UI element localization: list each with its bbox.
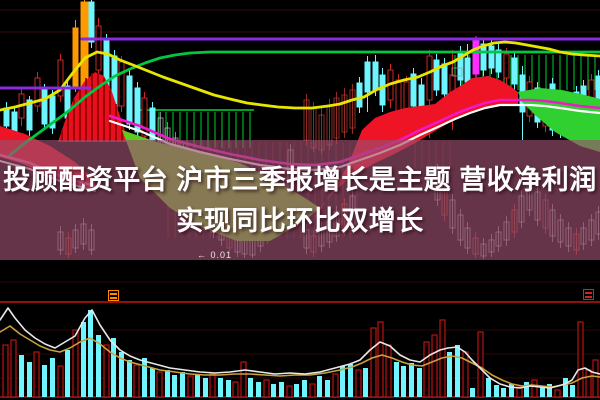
orange-stamp-icon	[108, 290, 119, 301]
headline-overlay-band: 投顾配资平台 沪市三季报增长是主题 营收净利润 实现同比环比双增长	[0, 140, 600, 260]
headline-line-2: 实现同比环比双增长	[176, 205, 424, 236]
low-price-label: ← 0.01	[197, 250, 233, 260]
headline-line-1: 投顾配资平台 沪市三季报增长是主题 营收净利润	[3, 164, 597, 195]
red-stamp-icon	[583, 289, 594, 300]
